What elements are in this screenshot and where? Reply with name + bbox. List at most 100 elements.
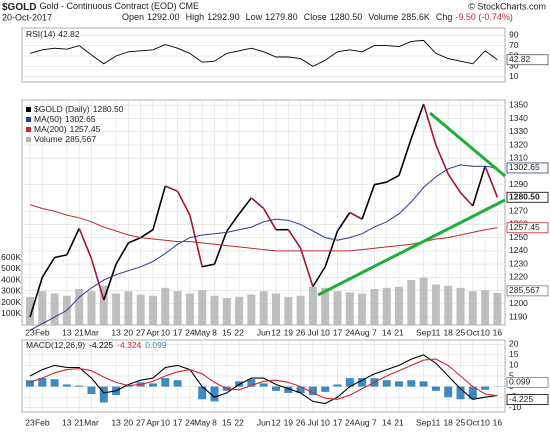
resistance-trendline xyxy=(429,111,506,178)
price-segment xyxy=(435,144,449,175)
y-tick-label: 1200 xyxy=(509,298,528,308)
x-tick-label: Oct xyxy=(466,417,480,427)
price-segment xyxy=(250,197,265,210)
y-tick-label: 20 xyxy=(509,338,519,348)
histogram-bar xyxy=(99,386,108,403)
rsi-name: RSI(14) xyxy=(26,29,55,39)
legend-swatch xyxy=(26,107,31,112)
x-tick-label: 13 xyxy=(111,417,121,427)
y-tick-label: 70 xyxy=(509,40,519,50)
volume-bar xyxy=(198,290,207,325)
price-segment xyxy=(226,213,240,232)
price-segment xyxy=(66,228,80,256)
x-tick-label: 14 xyxy=(382,327,392,337)
last-value-box xyxy=(506,376,549,388)
x-tick-label: 17 xyxy=(173,327,183,337)
y-tick-label: 15 xyxy=(509,349,519,359)
x-tick-label: Aug xyxy=(355,327,370,337)
y-tick-label: 30 xyxy=(509,61,519,71)
x-tick-label: 16 xyxy=(493,327,503,337)
x-tick-label: 17 xyxy=(173,417,183,427)
y-tick-label: 1320 xyxy=(509,139,528,149)
y-tick-label: 90 xyxy=(509,29,519,39)
quote-value: -9.50 (-0.74%) xyxy=(455,12,513,22)
y-tick-label: 600K xyxy=(1,252,21,262)
y-tick-label: 1270 xyxy=(509,205,528,215)
volume-bar xyxy=(75,289,84,325)
quote-value: 1280.50 xyxy=(330,12,363,22)
quote-label: Chg xyxy=(436,12,453,22)
macd-name: MACD(12,26,9) xyxy=(26,340,85,350)
volume-bar xyxy=(358,293,367,325)
x-tick-label: 17 xyxy=(333,417,343,427)
x-tick-label: 14 xyxy=(382,417,392,427)
x-tick-label: Jul xyxy=(307,327,318,337)
last-value-box xyxy=(506,222,549,234)
x-tick-label: Jun xyxy=(257,327,271,337)
series-line xyxy=(29,358,498,400)
x-tick-label: 25 xyxy=(456,417,466,427)
price-segment xyxy=(90,258,105,301)
last-value-label: -4.225 xyxy=(509,394,533,404)
x-tick-label: 26 xyxy=(296,327,306,337)
legend-name: $GOLD (Daily) xyxy=(34,104,90,114)
price-segment xyxy=(324,230,339,268)
volume-bar xyxy=(370,289,379,325)
price-segment xyxy=(472,165,486,207)
quote-label: Close xyxy=(304,12,327,22)
x-tick-label: 20 xyxy=(124,417,134,427)
x-tick-label: Oct xyxy=(466,327,480,337)
x-tick-label: 22 xyxy=(234,417,244,427)
volume-bar xyxy=(161,287,170,325)
volume-bar xyxy=(419,277,428,325)
y-tick-label: 1340 xyxy=(509,113,528,123)
histogram-bar xyxy=(247,379,256,387)
y-tick-label: 500K xyxy=(1,263,21,273)
last-value-box xyxy=(506,162,549,174)
volume-bar xyxy=(296,295,305,325)
x-tick-label: 10 xyxy=(480,417,490,427)
x-tick-label: 27 xyxy=(136,417,146,427)
price-segment xyxy=(202,263,215,268)
histogram-bar xyxy=(198,386,207,400)
histogram-bar xyxy=(259,383,268,387)
x-tick-label: 23 xyxy=(25,417,35,427)
price-segment xyxy=(29,277,44,318)
support-trendline xyxy=(317,198,506,297)
y-tick-label: 5 xyxy=(509,370,514,380)
volume-bar xyxy=(99,285,108,325)
volume-bar xyxy=(382,287,391,325)
legend-swatch xyxy=(26,137,31,142)
histogram-bar xyxy=(272,386,280,391)
histogram-bar xyxy=(321,386,330,392)
volume-bar xyxy=(87,291,96,325)
x-tick-label: 20 xyxy=(124,327,134,337)
x-tick-label: 24 xyxy=(345,327,355,337)
price-segment xyxy=(336,212,351,232)
x-tick-label: 26 xyxy=(296,417,306,427)
legend-name: MA(50) xyxy=(34,114,62,124)
x-tick-label: 10 xyxy=(161,417,171,427)
histogram-bar xyxy=(284,386,293,393)
histogram-bar xyxy=(62,384,71,387)
histogram-bar xyxy=(296,386,305,393)
x-tick-label: 25 xyxy=(456,327,466,337)
x-tick-label: Feb xyxy=(35,327,50,337)
volume-bar xyxy=(333,291,342,325)
volume-bar xyxy=(444,285,453,325)
volume-bar xyxy=(493,292,502,325)
price-segment xyxy=(484,165,499,198)
price-segment xyxy=(398,138,413,176)
y-tick-label: 1230 xyxy=(509,258,528,268)
x-tick-label: 11 xyxy=(431,417,440,427)
histogram-bar xyxy=(161,378,170,387)
volume-bar xyxy=(38,291,47,325)
price-segment xyxy=(263,208,277,231)
legend-name: MA(200) xyxy=(34,124,67,134)
last-value-box xyxy=(506,54,549,66)
y-tick-label: 1310 xyxy=(509,152,528,162)
volume-bar xyxy=(173,291,182,325)
quote-value: 1292.00 xyxy=(147,12,180,22)
x-tick-label: Mar xyxy=(84,417,99,427)
x-tick-label: Jun xyxy=(257,417,271,427)
